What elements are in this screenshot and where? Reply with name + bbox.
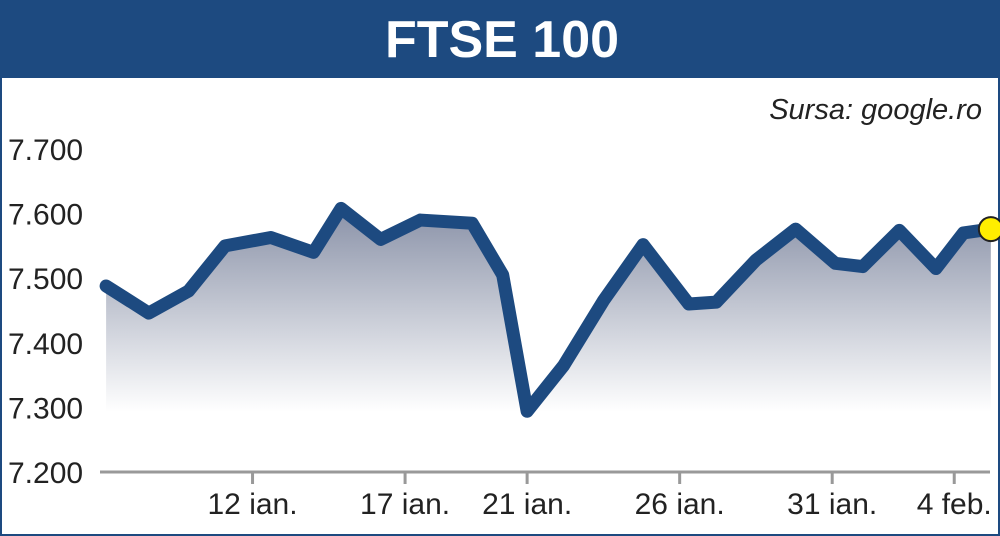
- y-tick-label: 7.500: [8, 263, 83, 296]
- x-tick-label: 21 ian.: [482, 488, 572, 521]
- area-fill-layer: [106, 208, 991, 412]
- x-tick-label: 31 ian.: [787, 488, 877, 521]
- y-axis-labels: 7.200 7.300 7.400 7.500 7.600 7.700: [8, 134, 83, 490]
- y-tick-label: 7.300: [8, 392, 83, 425]
- x-tick-label: 26 ian.: [635, 488, 725, 521]
- x-tick-label: 12 ian.: [208, 488, 298, 521]
- marker-layer: [977, 216, 1000, 243]
- y-tick-label: 7.200: [8, 457, 83, 490]
- last-value-marker: [977, 216, 1000, 243]
- y-tick-label: 7.600: [8, 199, 83, 232]
- chart-title: FTSE 100: [384, 11, 620, 69]
- x-tick-label: 4 feb.: [917, 488, 992, 521]
- series-line: [99, 201, 998, 418]
- title-bar: FTSE 100: [2, 2, 1000, 78]
- series-line-layer: [99, 201, 998, 418]
- x-tick-label: 17 ian.: [360, 488, 450, 521]
- y-tick-label: 7.400: [8, 328, 83, 361]
- y-tick-label: 7.700: [8, 134, 83, 167]
- area-fill: [106, 208, 991, 412]
- x-axis-ticks: [251, 472, 956, 484]
- source-label: Sursa: google.ro: [769, 94, 982, 126]
- x-axis-labels: 12 ian. 17 ian. 21 ian. 26 ian. 31 ian. 4 feb…: [208, 488, 992, 521]
